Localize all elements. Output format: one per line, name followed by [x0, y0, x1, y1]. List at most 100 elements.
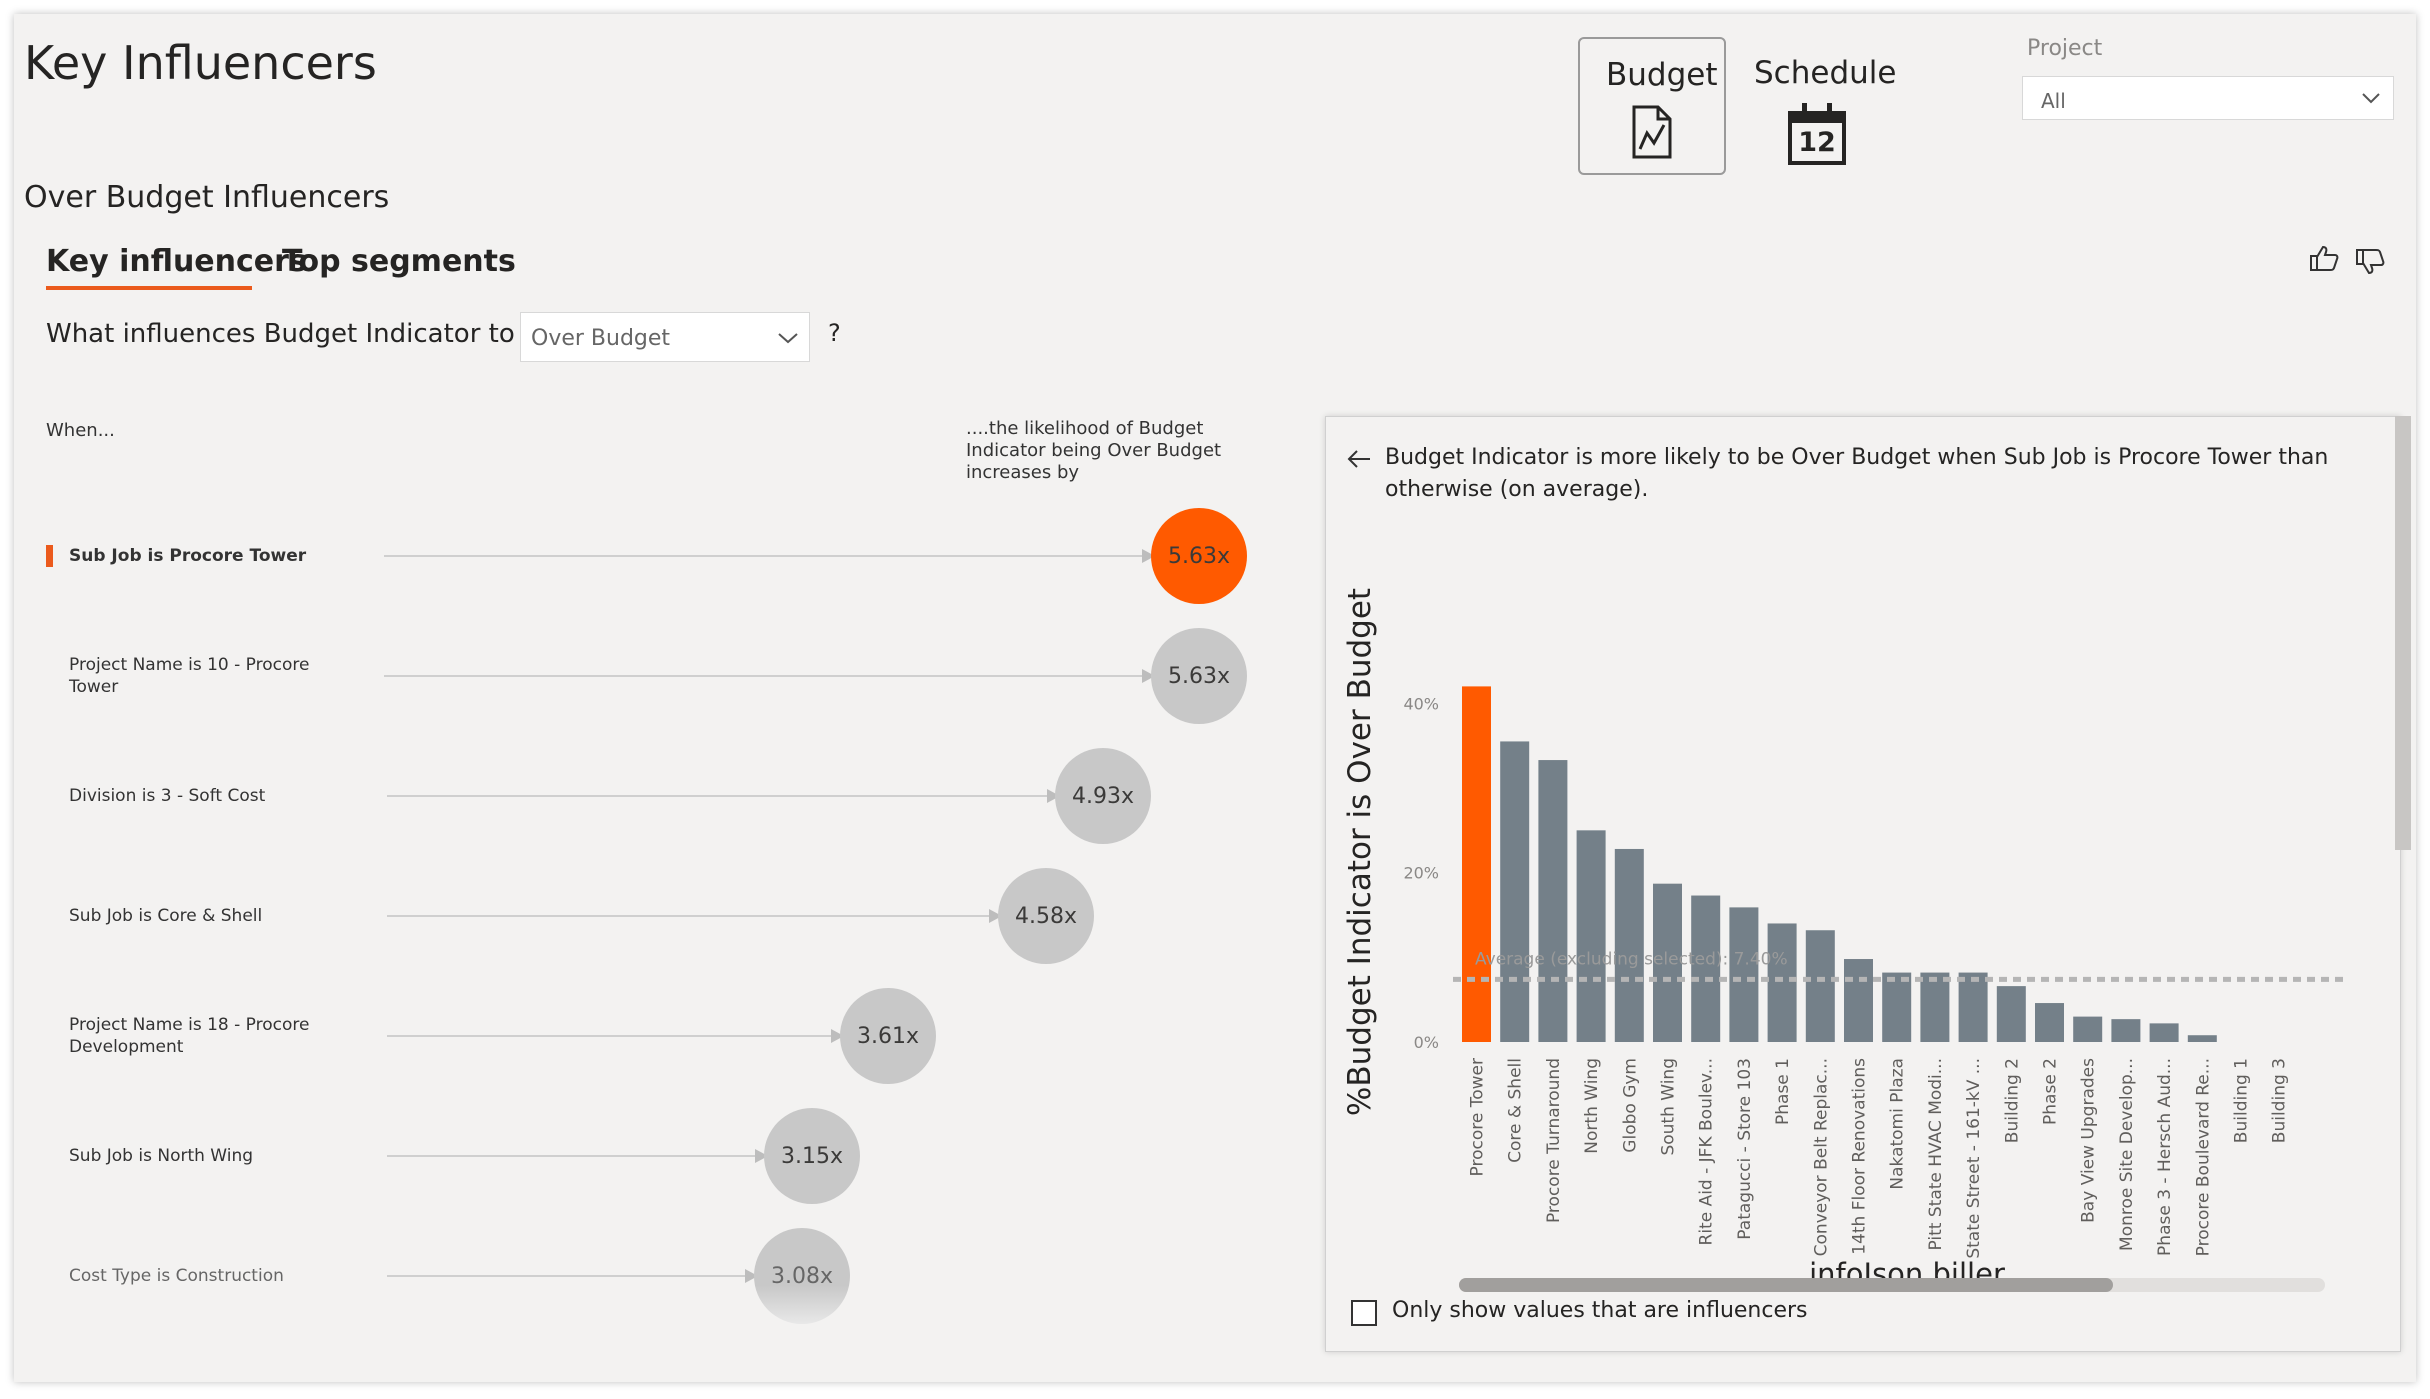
calendar-day: 12 [1798, 127, 1836, 158]
chart-bar [1653, 883, 1682, 1042]
influencer-bubble: 5.63x [1151, 628, 1247, 724]
influencer-label: Sub Job is North Wing [69, 1146, 254, 1166]
section-title: Over Budget Influencers [24, 180, 390, 215]
chart-bar [2073, 1016, 2103, 1042]
chart-bar [1614, 848, 1644, 1042]
detail-bar-chart: %Budget Indicator is Over Budget 0% 20% 40%… [1342, 588, 2345, 1289]
schedule-nav-label: Schedule [1754, 55, 1897, 91]
chart-bar [1996, 986, 2026, 1042]
chart-bar [1500, 741, 1530, 1042]
chart-bar [1691, 895, 1721, 1042]
selected-indicator [46, 545, 53, 567]
x-tick-label: South Wing [1659, 1058, 1679, 1156]
influencer-label: Cost Type is Construction [69, 1266, 284, 1286]
when-header: When... [46, 420, 115, 441]
budget-nav-button[interactable]: Budget [1578, 37, 1726, 175]
y-tick-label: 40% [1403, 694, 1439, 713]
chart-bar [2111, 1019, 2141, 1042]
chart-hscrollbar-thumb[interactable] [1459, 1278, 2113, 1292]
question-suffix: ? [828, 319, 841, 347]
chart-bar [1767, 923, 1797, 1042]
chart-bar [1958, 972, 1988, 1042]
page-title: Key Influencers [24, 36, 377, 90]
x-tick-label: Building 2 [2002, 1058, 2022, 1143]
x-tick-label: Phase 2 [2041, 1058, 2061, 1125]
report-canvas: Key Influencers Budget Schedule 12 Proje… [14, 14, 2416, 1382]
influencers-only-checkbox[interactable] [1351, 1300, 1377, 1326]
x-tick-label: Rite Aid - JFK Boulev... [1697, 1058, 1717, 1245]
x-tick-label: Patagucci - Store 103 [1735, 1058, 1755, 1240]
influencer-connector [384, 555, 1144, 557]
influencer-label: Project Name is 18 - Procore Development [69, 1015, 310, 1057]
chart-bar [1462, 686, 1491, 1042]
x-tick-label: Pitt State HVAC Modi... [1926, 1058, 1946, 1250]
influencer-label: Project Name is 10 - Procore Tower [69, 655, 310, 697]
x-tick-label: Procore Tower [1468, 1058, 1488, 1176]
detail-title: Budget Indicator is more likely to be Ov… [1385, 445, 2329, 502]
influencer-connector [387, 1275, 747, 1277]
panel-scrollbar[interactable] [2395, 416, 2411, 850]
chevron-down-icon [778, 333, 798, 344]
x-tick-label: Core & Shell [1506, 1058, 1526, 1163]
chart-bar [1805, 930, 1835, 1042]
back-arrow-icon[interactable] [1346, 448, 1372, 470]
active-tab-indicator [46, 286, 252, 290]
x-tick-label: Building 3 [2270, 1058, 2290, 1143]
budget-nav-label: Budget [1606, 57, 1718, 93]
question-prefix: What influences Budget Indicator to be [46, 319, 556, 349]
x-tick-label: Nakatomi Plaza [1888, 1058, 1908, 1190]
x-tick-label: Bay View Upgrades [2079, 1058, 2099, 1223]
schedule-nav-button[interactable]: Schedule 12 [1738, 37, 1896, 171]
influencer-label: Division is 3 - Soft Cost [69, 786, 266, 806]
x-tick-label: Globo Gym [1620, 1058, 1640, 1153]
x-tick-label: Procore Boulevard Re... [2193, 1058, 2213, 1256]
x-tick-label: Conveyor Belt Replac... [1811, 1058, 1831, 1256]
influencer-bubble: 3.08x [754, 1228, 850, 1324]
tab-key-influencers[interactable]: Key influencers [46, 244, 307, 279]
x-tick-label: North Wing [1582, 1058, 1602, 1154]
influencer-connector [387, 1155, 757, 1157]
chart-bar [2149, 1023, 2179, 1042]
chart-bar [2035, 1003, 2064, 1042]
influencer-bubble: 3.61x [840, 988, 936, 1084]
influencer-bubble: 4.58x [998, 868, 1094, 964]
influencer-bubble: 4.93x [1055, 748, 1151, 844]
influencer-bubble: 3.15x [764, 1108, 860, 1204]
influencer-label: Sub Job is Procore Tower [69, 546, 307, 566]
y-tick-label: 20% [1403, 864, 1439, 883]
chart-bar [1576, 830, 1606, 1042]
project-filter-value: All [2041, 89, 2066, 113]
chart-bar [2187, 1035, 2217, 1042]
calendar-icon: 12 [1788, 103, 1846, 165]
chevron-down-icon [2362, 93, 2380, 104]
budget-report-icon [1632, 105, 1672, 159]
chart-bar [1920, 972, 1950, 1042]
average-label: Average (excluding selected): 7.40% [1475, 949, 1788, 969]
x-tick-label: Phase 1 [1773, 1058, 1793, 1125]
x-tick-label: 14th Floor Renovations [1850, 1058, 1870, 1255]
y-tick-label: 0% [1414, 1033, 1439, 1052]
influencer-connector [384, 675, 1144, 677]
influencer-bubble: 5.63x [1151, 508, 1247, 604]
project-filter-label: Project [2027, 36, 2103, 61]
thumbs-down-icon[interactable] [2354, 246, 2386, 278]
influencer-connector [387, 915, 991, 917]
tab-top-segments[interactable]: Top segments [282, 244, 516, 279]
y-axis-title: %Budget Indicator is Over Budget [1342, 588, 1378, 1116]
target-value-dropdown[interactable]: Over Budget [520, 312, 810, 362]
chart-bar [1538, 760, 1568, 1042]
influencer-connector [387, 795, 1049, 797]
target-value: Over Budget [531, 326, 671, 351]
x-tick-label: Phase 3 - Hersch Aud... [2155, 1058, 2175, 1256]
x-tick-label: Monroe Site Develop... [2117, 1058, 2137, 1251]
x-tick-label: Procore Turnaround [1544, 1058, 1564, 1223]
likelihood-header: ....the likelihood of Budget Indicator b… [966, 418, 1222, 483]
influencers-only-label: Only show values that are influencers [1392, 1298, 1808, 1323]
chart-bar [1729, 907, 1759, 1042]
x-tick-label: State Street - 161-kV ... [1964, 1058, 1984, 1259]
project-filter-dropdown[interactable]: All [2022, 76, 2394, 120]
influencer-connector [387, 1035, 833, 1037]
chart-bar [1882, 972, 1912, 1042]
chart-bar [1844, 959, 1873, 1042]
thumbs-up-icon[interactable] [2308, 242, 2340, 274]
